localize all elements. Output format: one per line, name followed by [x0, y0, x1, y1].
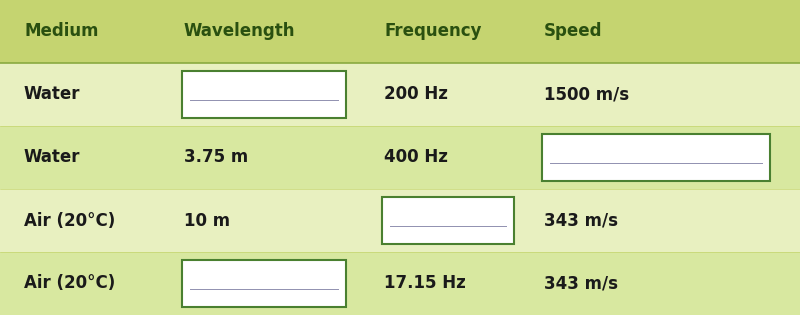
Text: Water: Water — [24, 148, 81, 167]
Bar — [182, 71, 346, 118]
Bar — [382, 197, 514, 244]
Text: 200 Hz: 200 Hz — [384, 85, 448, 104]
Text: 400 Hz: 400 Hz — [384, 148, 448, 167]
Text: Wavelength: Wavelength — [184, 22, 295, 41]
Text: Speed: Speed — [544, 22, 602, 41]
Text: 3.75 m: 3.75 m — [184, 148, 248, 167]
Text: 10 m: 10 m — [184, 211, 230, 230]
Text: Frequency: Frequency — [384, 22, 482, 41]
Text: 17.15 Hz: 17.15 Hz — [384, 274, 466, 293]
Bar — [542, 134, 770, 181]
Bar — [0, 126, 800, 189]
Text: Air (20°C): Air (20°C) — [24, 274, 115, 293]
Bar — [0, 189, 800, 252]
Bar — [0, 63, 800, 126]
Text: Water: Water — [24, 85, 81, 104]
Bar — [0, 0, 800, 63]
Bar — [0, 252, 800, 315]
Text: 1500 m/s: 1500 m/s — [544, 85, 629, 104]
Text: 343 m/s: 343 m/s — [544, 274, 618, 293]
Bar — [182, 260, 346, 307]
Text: Air (20°C): Air (20°C) — [24, 211, 115, 230]
Text: Medium: Medium — [24, 22, 98, 41]
Text: 343 m/s: 343 m/s — [544, 211, 618, 230]
